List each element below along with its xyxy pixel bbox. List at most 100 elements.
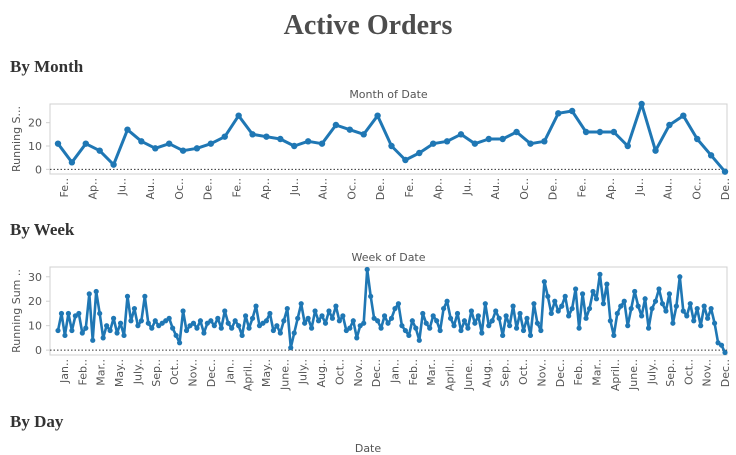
x-tick-label: Jan.. [58, 359, 71, 384]
data-point [315, 318, 322, 324]
x-tick-label: Oc.. [518, 178, 531, 200]
x-tick-label: Oc.. [173, 178, 186, 200]
y-axis-title: Running Sum .. [10, 269, 23, 353]
x-tick-label: Sep.. [150, 359, 163, 387]
data-point [625, 323, 631, 329]
data-point [235, 112, 242, 119]
section-title-by-week: By Week [10, 220, 75, 239]
x-tick-label: Oc.. [690, 178, 703, 200]
data-point [298, 301, 304, 307]
data-point [76, 310, 82, 317]
data-point [82, 140, 89, 147]
data-point [663, 308, 669, 314]
data-point [375, 318, 381, 324]
data-point [318, 140, 326, 147]
x-tick-label: Dec.. [370, 359, 383, 387]
x-tick-label: Feb.. [407, 359, 420, 385]
data-point [705, 315, 711, 321]
data-point [718, 342, 725, 348]
data-point [107, 327, 113, 334]
data-point [559, 303, 565, 309]
data-point [165, 140, 173, 147]
data-point [468, 308, 475, 314]
data-point [96, 147, 103, 154]
x-tick-label: De.. [374, 178, 387, 200]
data-point [291, 142, 298, 150]
data-point [443, 138, 451, 145]
data-point [128, 318, 134, 324]
x-tick-label: Aug.. [480, 359, 493, 387]
data-point [461, 318, 468, 324]
x-tick-label: July.. [646, 359, 659, 385]
data-point [513, 128, 520, 136]
data-point [333, 303, 339, 309]
data-point [486, 323, 492, 329]
data-point [635, 303, 641, 309]
data-point [566, 313, 572, 319]
data-point [618, 303, 624, 309]
data-point [607, 318, 613, 324]
data-point [645, 325, 652, 331]
section-title-by-month: By Month [10, 57, 84, 76]
data-point [576, 325, 582, 331]
data-point [104, 323, 110, 329]
data-point [659, 301, 666, 307]
data-point [451, 323, 457, 329]
data-point [138, 318, 144, 324]
month-running-sum-chart[interactable]: Month of Date Running S... 0 10 20 Fe.. Ap.. Ju… [0, 84, 736, 214]
data-point [458, 327, 464, 334]
data-point [590, 288, 596, 295]
data-point [135, 323, 141, 329]
plot-frame [49, 103, 728, 175]
data-point [295, 315, 301, 321]
data-point [416, 337, 422, 343]
x-tick-label: Oct.. [168, 359, 181, 385]
data-point [194, 325, 200, 331]
y-tick-label: 30 [28, 271, 42, 284]
data-point [524, 315, 530, 321]
week-running-sum-chart[interactable]: Week of Date Running Sum .. 0 10 20 30 Jan.. Fe… [0, 247, 736, 405]
series-line [56, 102, 727, 173]
data-point [691, 318, 697, 324]
x-tick-label: July.. [131, 359, 144, 385]
y-tick-label: 20 [28, 117, 42, 130]
x-tick-label: Sep.. [499, 359, 512, 387]
data-point [673, 303, 679, 309]
data-point [246, 325, 252, 331]
data-point [694, 305, 700, 312]
data-point [454, 310, 461, 317]
y-tick-label: 10 [28, 140, 42, 153]
data-point [329, 315, 336, 321]
x-tick-label: Fe.. [575, 178, 588, 198]
data-point [722, 349, 728, 356]
data-point [197, 318, 204, 324]
x-tick-label: De.. [547, 178, 560, 200]
data-point [302, 320, 308, 326]
x-tick-label: June.. [462, 359, 475, 391]
data-point [322, 320, 329, 326]
data-point [97, 310, 103, 317]
data-point [69, 327, 75, 334]
data-point [677, 274, 683, 280]
data-point [597, 271, 603, 277]
data-point [347, 325, 353, 331]
data-point [472, 320, 478, 326]
data-point [79, 330, 85, 336]
x-tick-label: Au.. [489, 178, 502, 200]
data-point [434, 318, 440, 324]
data-point [555, 308, 561, 314]
data-point [656, 286, 662, 292]
data-point [611, 332, 617, 339]
x-tick-label: Feb.. [76, 359, 89, 385]
data-point [632, 288, 638, 295]
data-point [346, 126, 354, 133]
data-point [166, 315, 172, 321]
data-point [666, 121, 673, 129]
data-point [90, 337, 96, 343]
x-tick-label: Nov.. [352, 359, 365, 387]
data-point [444, 298, 450, 304]
x-tick-label: Fe.. [230, 178, 243, 198]
data-point [215, 315, 221, 321]
data-point [201, 330, 207, 336]
data-point [582, 128, 590, 136]
